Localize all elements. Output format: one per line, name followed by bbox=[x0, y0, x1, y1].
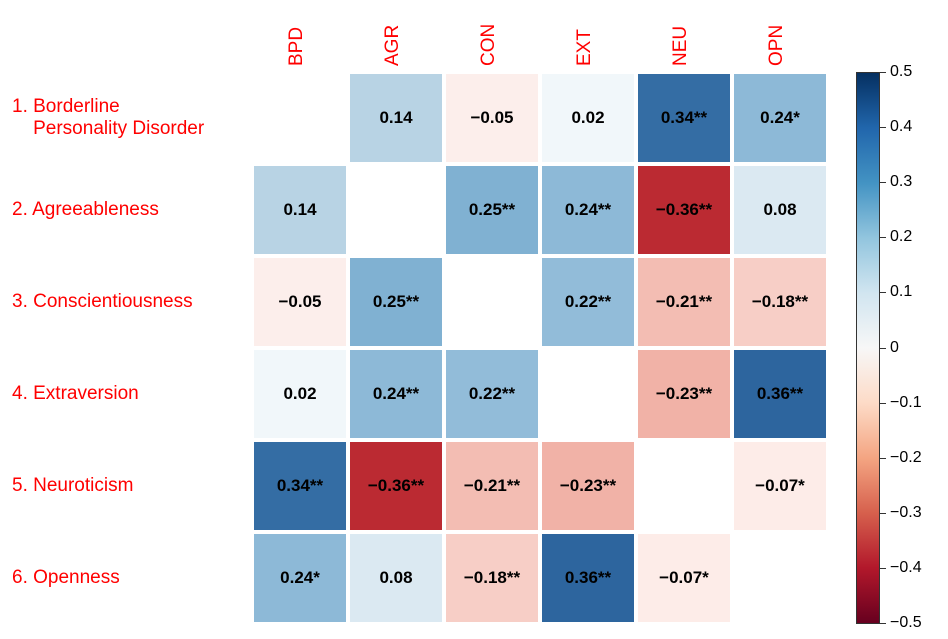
colorbar-tick bbox=[880, 292, 886, 293]
heatmap-cell bbox=[636, 440, 732, 532]
colorbar-tick-label: −0.5 bbox=[890, 614, 922, 632]
heatmap-cell: 0.24** bbox=[540, 164, 636, 256]
col-label: EXT bbox=[574, 29, 596, 66]
row-label-text: 1. Borderline Personality Disorder bbox=[12, 96, 204, 140]
col-label: CON bbox=[478, 24, 500, 66]
heatmap-cell bbox=[252, 72, 348, 164]
col-label: OPN bbox=[766, 25, 788, 66]
colorbar-tick bbox=[880, 513, 886, 514]
colorbar-tick bbox=[880, 72, 886, 73]
heatmap-cell: 0.22** bbox=[444, 348, 540, 440]
heatmap-cell: 0.25** bbox=[348, 256, 444, 348]
heatmap-cell: −0.07* bbox=[636, 532, 732, 624]
correlation-heatmap-figure: 1. Borderline Personality Disorder 2. Ag… bbox=[0, 0, 948, 639]
heatmap-cell: −0.21** bbox=[636, 256, 732, 348]
row-label: 1. Borderline Personality Disorder bbox=[12, 72, 242, 164]
heatmap-cell: −0.05 bbox=[252, 256, 348, 348]
heatmap-cell: −0.36** bbox=[636, 164, 732, 256]
heatmap-cell: −0.23** bbox=[540, 440, 636, 532]
heatmap-cell: −0.07* bbox=[732, 440, 828, 532]
heatmap-grid: 0.14−0.050.020.34**0.24*0.140.25**0.24**… bbox=[252, 72, 828, 624]
colorbar-tick bbox=[880, 348, 886, 349]
heatmap-cell bbox=[540, 348, 636, 440]
heatmap-cell: 0.36** bbox=[540, 532, 636, 624]
row-label-text: 3. Conscientiousness bbox=[12, 291, 193, 313]
col-label: BPD bbox=[286, 27, 308, 66]
row-label: 5. Neuroticism bbox=[12, 440, 242, 532]
colorbar-tick-label: 0.1 bbox=[890, 283, 912, 301]
colorbar-area: 0.50.40.30.20.10−0.1−0.2−0.3−0.4−0.5 bbox=[856, 72, 948, 624]
heatmap-cell: 0.24* bbox=[732, 72, 828, 164]
colorbar-tick-label: 0.4 bbox=[890, 118, 912, 136]
colorbar-tick-label: −0.2 bbox=[890, 449, 922, 467]
row-label: 3. Conscientiousness bbox=[12, 256, 242, 348]
row-labels-container: 1. Borderline Personality Disorder 2. Ag… bbox=[12, 72, 242, 624]
heatmap-cell: 0.08 bbox=[732, 164, 828, 256]
heatmap-cell: 0.14 bbox=[348, 72, 444, 164]
row-label-text: 5. Neuroticism bbox=[12, 475, 133, 497]
heatmap-cell: 0.08 bbox=[348, 532, 444, 624]
colorbar-tick bbox=[880, 237, 886, 238]
heatmap-cell: −0.36** bbox=[348, 440, 444, 532]
heatmap-cell: −0.18** bbox=[732, 256, 828, 348]
row-label: 6. Openness bbox=[12, 532, 242, 624]
heatmap-cell: −0.18** bbox=[444, 532, 540, 624]
heatmap-cell: −0.05 bbox=[444, 72, 540, 164]
colorbar bbox=[856, 72, 880, 624]
colorbar-tick-label: −0.3 bbox=[890, 504, 922, 522]
heatmap-cell bbox=[732, 532, 828, 624]
heatmap-cell: 0.24** bbox=[348, 348, 444, 440]
colorbar-tick-label: 0.5 bbox=[890, 63, 912, 81]
col-label: NEU bbox=[670, 26, 692, 66]
colorbar-tick bbox=[880, 127, 886, 128]
colorbar-tick bbox=[880, 403, 886, 404]
colorbar-tick-label: −0.4 bbox=[890, 559, 922, 577]
row-label-text: 6. Openness bbox=[12, 567, 120, 589]
heatmap-cell: 0.34** bbox=[636, 72, 732, 164]
heatmap-cell: −0.21** bbox=[444, 440, 540, 532]
heatmap-cell bbox=[444, 256, 540, 348]
colorbar-tick-label: −0.1 bbox=[890, 394, 922, 412]
row-label: 4. Extraversion bbox=[12, 348, 242, 440]
colorbar-tick bbox=[880, 623, 886, 624]
colorbar-tick-label: 0 bbox=[890, 339, 899, 357]
heatmap-cell: −0.23** bbox=[636, 348, 732, 440]
heatmap-cell: 0.25** bbox=[444, 164, 540, 256]
heatmap-cell: 0.02 bbox=[540, 72, 636, 164]
heatmap-cell bbox=[348, 164, 444, 256]
row-label: 2. Agreeableness bbox=[12, 164, 242, 256]
heatmap-cell: 0.34** bbox=[252, 440, 348, 532]
heatmap-cell: 0.24* bbox=[252, 532, 348, 624]
heatmap-cell: 0.02 bbox=[252, 348, 348, 440]
heatmap-cell: 0.22** bbox=[540, 256, 636, 348]
heatmap-cell: 0.14 bbox=[252, 164, 348, 256]
row-label-text: 4. Extraversion bbox=[12, 383, 139, 405]
col-labels-container: BPD AGR CON EXT NEU OPN bbox=[252, 0, 828, 72]
colorbar-tick bbox=[880, 458, 886, 459]
colorbar-tick-label: 0.3 bbox=[890, 173, 912, 191]
row-label-text: 2. Agreeableness bbox=[12, 199, 159, 221]
colorbar-tick bbox=[880, 568, 886, 569]
colorbar-tick-label: 0.2 bbox=[890, 228, 912, 246]
col-label: AGR bbox=[382, 25, 404, 66]
colorbar-tick bbox=[880, 182, 886, 183]
heatmap-cell: 0.36** bbox=[732, 348, 828, 440]
